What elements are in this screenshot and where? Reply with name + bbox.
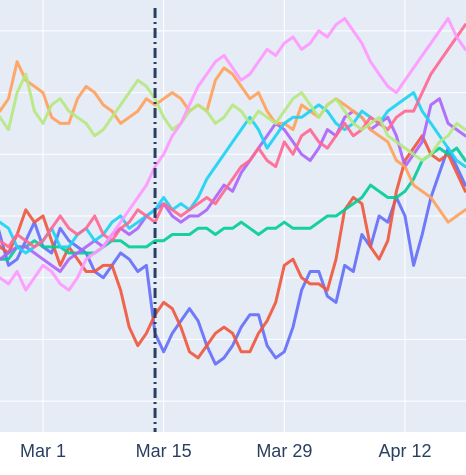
series-line <box>0 17 466 292</box>
series-lines <box>0 17 466 366</box>
series-line <box>0 146 466 366</box>
x-axis-ticks: Mar 1 Mar 15 Mar 29 Apr 12 <box>20 441 432 461</box>
series-line <box>0 72 466 162</box>
x-tick-label: Apr 12 <box>378 441 431 461</box>
x-tick-label: Mar 15 <box>136 441 192 461</box>
x-tick-label: Mar 29 <box>256 441 312 461</box>
series-line <box>0 146 466 261</box>
x-tick-label: Mar 1 <box>20 441 66 461</box>
